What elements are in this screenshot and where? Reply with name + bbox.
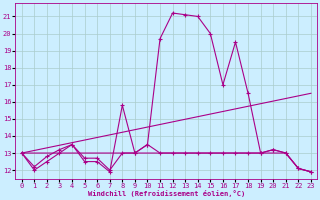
- X-axis label: Windchill (Refroidissement éolien,°C): Windchill (Refroidissement éolien,°C): [88, 190, 245, 197]
